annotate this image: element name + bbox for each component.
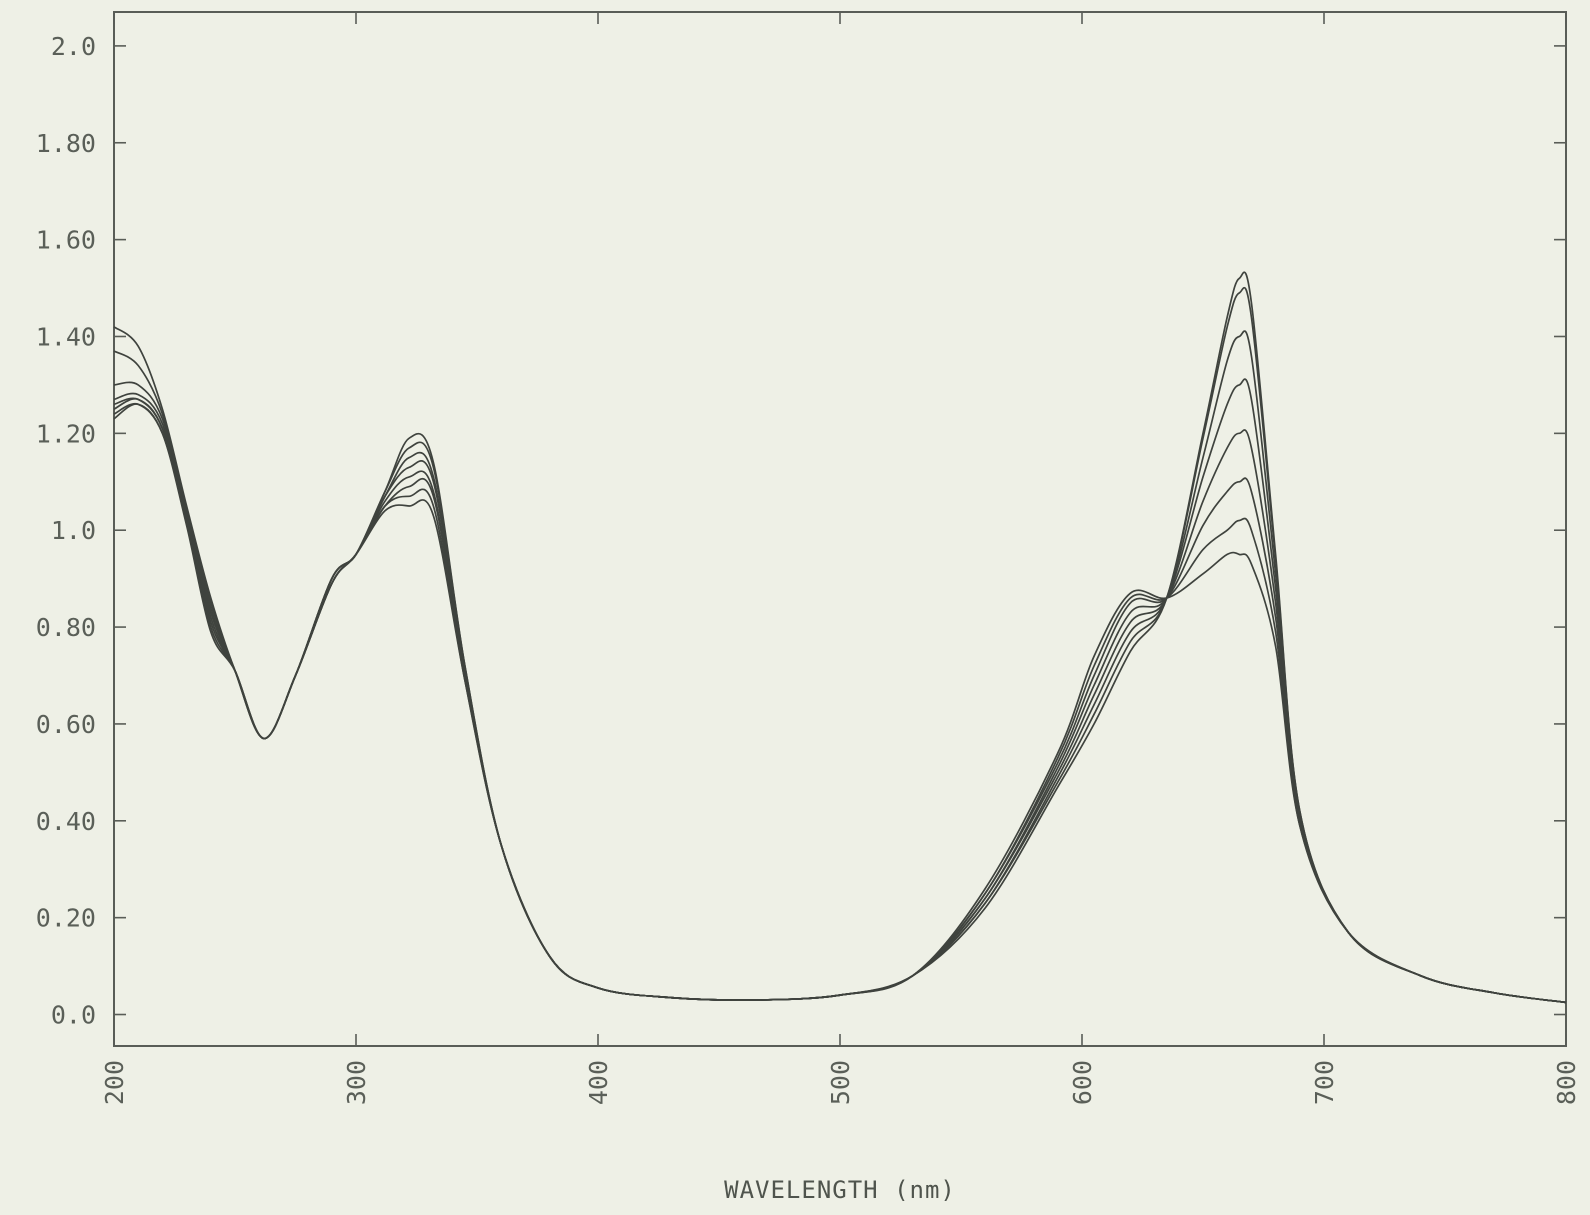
- x-tick-label: 200: [100, 1060, 129, 1105]
- y-axis: 0.0 0.20 0.40 0.60 0.80 1.0 1.20 1.40 1.60 1.80 2.…: [36, 32, 1566, 1030]
- y-tick-label: 1.40: [36, 322, 96, 351]
- y-tick-label: 0.0: [51, 1001, 96, 1030]
- x-tick-label: 300: [342, 1060, 371, 1105]
- x-tick-label: 400: [584, 1060, 613, 1105]
- spectrum-line-1: [113, 271, 1567, 1004]
- plot-frame: [113, 11, 1567, 1047]
- y-tick-label: 0.60: [36, 710, 96, 739]
- y-tick-label: 2.0: [51, 32, 96, 61]
- x-axis-title: WAVELENGTH (nm): [724, 1176, 956, 1204]
- series-layer: [113, 271, 1567, 1004]
- spectrum-line-8: [113, 403, 1567, 1004]
- spectrum-line-2: [113, 286, 1567, 1004]
- y-tick-label: 0.20: [36, 904, 96, 933]
- y-tick-label: 1.0: [51, 516, 96, 545]
- y-tick-label: 0.80: [36, 613, 96, 642]
- x-axis: 200 300 400 500 600 700 800: [100, 12, 1581, 1105]
- x-tick-label: 500: [826, 1060, 855, 1105]
- y-tick-label: 1.20: [36, 419, 96, 448]
- spectrum-line-6: [113, 397, 1567, 1004]
- x-tick-label: 600: [1068, 1060, 1097, 1105]
- y-tick-label: 1.80: [36, 129, 96, 158]
- x-tick-label: 700: [1310, 1060, 1339, 1105]
- spectrum-line-5: [113, 397, 1567, 1004]
- y-tick-label: 0.40: [36, 807, 96, 836]
- y-tick-label: 1.60: [36, 226, 96, 255]
- spectrum-line-3: [113, 330, 1567, 1004]
- spectrum-line-7: [113, 402, 1567, 1004]
- spectrum-line-4: [113, 378, 1567, 1004]
- x-tick-label: 800: [1552, 1060, 1581, 1105]
